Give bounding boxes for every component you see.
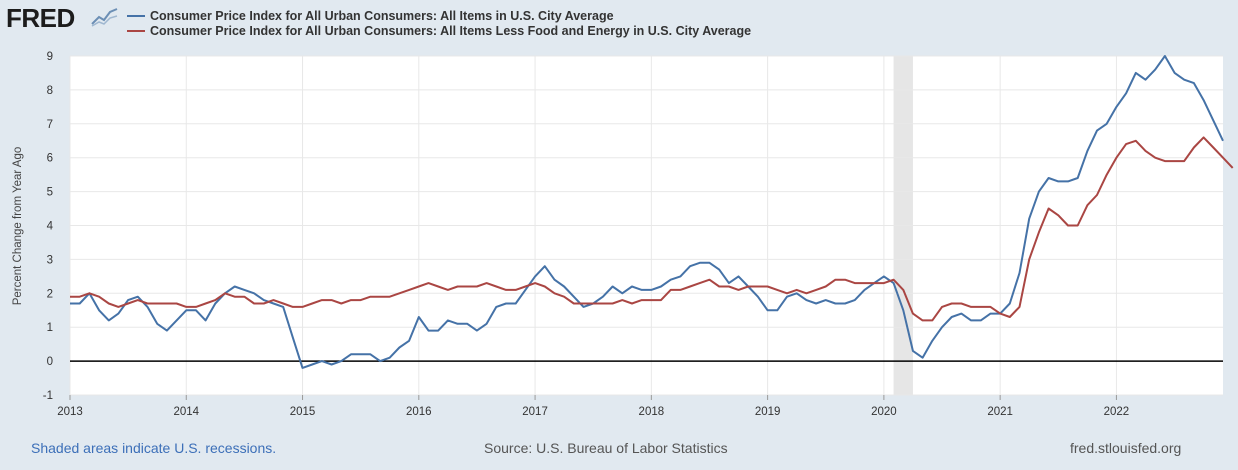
y-tick-label: 6 [47,153,53,165]
y-axis-label: Percent Change from Year Ago [12,147,24,306]
legend: Consumer Price Index for All Urban Consu… [127,8,751,38]
x-tick-label: 2018 [639,406,665,418]
x-tick-label: 2015 [290,406,316,418]
fred-logo[interactable]: FRED [6,3,75,33]
y-tick-label: 1 [47,322,53,334]
tick-layer: -1 0 1 2 3 4 5 6 7 8 9 2013 2014 2015 2016 2017 2018 2019… [43,51,1129,418]
x-tick-label: 2013 [57,406,83,418]
x-tick-label: 2019 [755,406,781,418]
x-tick-label: 2014 [173,406,199,418]
line-chart: -1 0 1 2 3 4 5 6 7 8 9 2013 2014 2015 2016 2017 2018 2019… [12,51,1234,418]
source-note: Source: U.S. Bureau of Labor Statistics [484,440,728,456]
legend-item-core[interactable]: Consumer Price Index for All Urban Consu… [127,23,751,38]
series-line-all-items[interactable] [70,55,1224,369]
header: FRED Consumer Price Index for All Urban … [0,0,1238,44]
y-tick-label: 4 [47,221,54,233]
legend-swatch [127,29,145,32]
legend-swatch [127,14,145,17]
y-tick-label: 2 [47,288,53,300]
y-tick-label: -1 [43,390,53,402]
x-tick-label: 2020 [871,406,897,418]
x-tick-label: 2022 [1104,406,1130,418]
line-chart-icon [90,6,120,28]
y-tick-label: 0 [47,356,53,368]
site-link[interactable]: fred.stlouisfed.org [1070,440,1182,456]
x-tick-label: 2016 [406,406,432,418]
series-line-core[interactable] [70,136,1234,322]
y-tick-label: 3 [47,254,53,266]
y-tick-label: 5 [47,187,53,199]
legend-label: Consumer Price Index for All Urban Consu… [150,23,752,38]
series-layer [70,55,1234,369]
legend-label: Consumer Price Index for All Urban Consu… [150,8,614,23]
x-tick-label: 2021 [987,406,1013,418]
y-tick-label: 9 [47,51,53,63]
legend-item-all-items[interactable]: Consumer Price Index for All Urban Consu… [127,8,751,23]
grid-layer [69,55,1223,396]
y-tick-label: 7 [47,119,53,131]
y-tick-label: 8 [47,85,53,97]
recession-note[interactable]: Shaded areas indicate U.S. recessions. [31,440,277,456]
x-tick-label: 2017 [522,406,548,418]
